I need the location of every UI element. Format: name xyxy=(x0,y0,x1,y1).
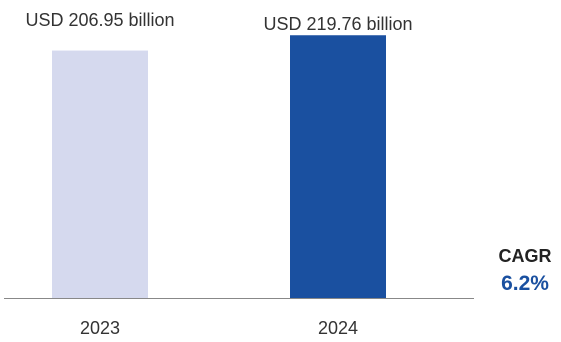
bar-2023 xyxy=(52,50,148,298)
cagr-label: CAGR xyxy=(498,246,552,266)
cagr-value: 6.2% xyxy=(501,272,549,295)
bars-layer xyxy=(52,35,386,299)
data-label-2023: USD 206.95 billion xyxy=(25,10,174,30)
x-tick-label-2024: 2024 xyxy=(318,318,358,338)
labels-layer: USD 206.95 billion 2023 USD 219.76 billion… xyxy=(25,10,412,338)
data-label-2024: USD 219.76 billion xyxy=(263,14,412,34)
x-tick-label-2023: 2023 xyxy=(80,318,120,338)
bar-2024 xyxy=(290,35,386,299)
